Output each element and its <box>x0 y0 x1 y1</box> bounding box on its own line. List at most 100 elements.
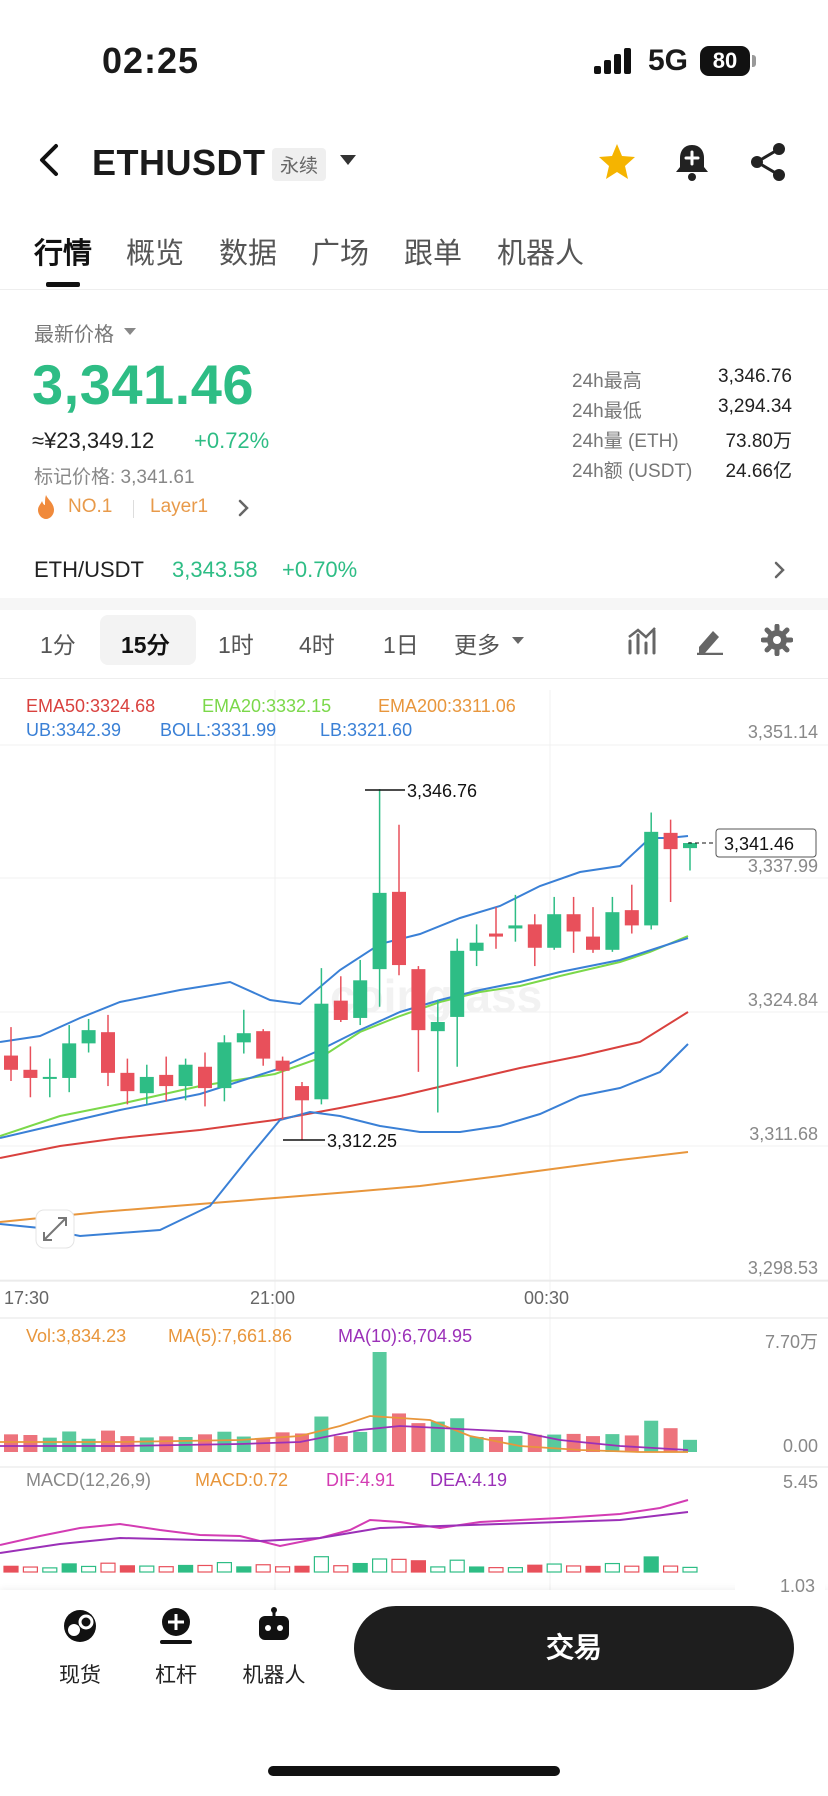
low-annotation: 3,312.25 <box>327 1131 397 1151</box>
kline-chart[interactable]: coinglass 3,346.76 3,312.25 3,341.46 <box>0 680 828 1680</box>
indicator-icon[interactable] <box>626 625 658 655</box>
stat-vol-value: 73.80万 <box>725 431 792 452</box>
macd-bar <box>352 1562 368 1573</box>
lb-legend: LB:3321.60 <box>320 720 413 740</box>
candle-body <box>683 843 697 849</box>
margin-nav-item[interactable]: 杠杆 <box>136 1606 216 1689</box>
tab-copy-trade[interactable]: 跟单 <box>404 238 463 270</box>
boll-mid-line <box>0 937 689 1139</box>
symbol-dropdown-icon[interactable] <box>340 155 356 165</box>
macd-bar <box>565 1565 582 1573</box>
candle-body <box>120 1072 135 1092</box>
macd-bar <box>410 1560 426 1573</box>
macd-bar <box>662 1565 679 1573</box>
timeframe-more[interactable]: 更多 <box>454 632 500 658</box>
candle-body <box>295 1086 309 1101</box>
home-indicator[interactable] <box>268 1766 560 1776</box>
volume-bar <box>372 1352 387 1452</box>
timeframe-1m[interactable]: 1分 <box>40 632 76 658</box>
volume-bar <box>392 1413 406 1452</box>
symbol-title[interactable]: ETHUSDT <box>92 142 266 183</box>
volume-bar <box>217 1431 232 1452</box>
tab-overview[interactable]: 概览 <box>126 238 185 270</box>
draw-pen-icon[interactable] <box>693 625 725 655</box>
timeframe-1h[interactable]: 1时 <box>218 632 254 658</box>
dif-line <box>0 1499 689 1548</box>
macd-bar <box>469 1566 485 1573</box>
timeframe-active-bg <box>100 615 196 665</box>
battery-cap <box>752 55 756 67</box>
candle-body <box>139 1076 154 1094</box>
network-label: 5G <box>648 44 689 77</box>
chevron-right-icon[interactable] <box>772 560 788 580</box>
macd-bar <box>158 1566 174 1573</box>
volume-bar <box>314 1416 329 1452</box>
spot-nav-item[interactable]: 现货 <box>40 1606 120 1689</box>
tab-bot[interactable]: 机器人 <box>497 238 585 270</box>
macd-bar <box>139 1565 155 1573</box>
dea-line <box>0 1511 689 1554</box>
stat-turnover-value: 24.66亿 <box>725 461 792 482</box>
candle-body <box>469 942 484 951</box>
macd-tick-clip: 1.03 <box>735 1578 825 1592</box>
star-icon[interactable] <box>595 140 639 184</box>
volume-bar <box>527 1434 542 1452</box>
bot-nav-item[interactable]: 机器人 <box>234 1606 314 1689</box>
timeframe-15m[interactable]: 15分 <box>121 632 170 658</box>
timeframe-1d[interactable]: 1日 <box>383 632 419 658</box>
volume-bar <box>4 1434 18 1452</box>
candle-body <box>450 950 465 1017</box>
macd-bar <box>22 1566 38 1573</box>
macd-bar <box>333 1565 349 1573</box>
share-icon[interactable] <box>746 140 790 184</box>
bell-plus-icon[interactable] <box>670 140 714 184</box>
ema50-line <box>0 1011 689 1159</box>
timeframe-4h[interactable]: 4时 <box>299 632 335 658</box>
margin-label: 杠杆 <box>155 1664 197 1687</box>
candle-body <box>644 831 659 926</box>
rank-tag[interactable]: NO.1 <box>68 496 113 517</box>
signal-icon <box>594 48 634 74</box>
macd-bar <box>488 1567 504 1573</box>
candle-body <box>547 914 562 948</box>
macd-bar <box>372 1558 388 1573</box>
expand-icon[interactable] <box>35 1209 75 1249</box>
volume-bar <box>605 1434 620 1452</box>
candle-body <box>586 936 600 950</box>
stat-turnover-label: 24h额 (USDT) <box>572 461 693 482</box>
divider <box>0 289 828 290</box>
candle-body <box>624 910 639 926</box>
caret-down-icon[interactable] <box>512 637 524 644</box>
candle-body <box>101 1032 115 1073</box>
bot-label: 机器人 <box>242 1664 306 1687</box>
spot-change[interactable]: +0.70% <box>282 557 358 582</box>
sector-tag[interactable]: Layer1 <box>150 496 209 517</box>
candle-body <box>527 924 542 948</box>
volume-bar <box>120 1436 135 1452</box>
last-price: 3,341.46 <box>32 353 254 416</box>
settings-gear-icon[interactable] <box>761 624 793 656</box>
tab-data[interactable]: 数据 <box>219 238 278 270</box>
macd-bar <box>255 1564 271 1573</box>
macd-bar <box>546 1563 562 1573</box>
status-time: 02:25 <box>102 40 200 81</box>
candle-body <box>392 891 406 966</box>
tab-square[interactable]: 广场 <box>311 238 370 270</box>
caret-down-icon[interactable] <box>124 328 136 335</box>
high-annotation: 3,346.76 <box>407 781 477 801</box>
latest-price-label[interactable]: 最新价格 <box>34 324 114 346</box>
volume-bar <box>683 1439 697 1452</box>
tab-market[interactable]: 行情 <box>34 238 93 270</box>
spot-price[interactable]: 3,343.58 <box>172 557 258 582</box>
stat-low-label: 24h最低 <box>572 401 642 422</box>
chevron-right-icon[interactable] <box>236 498 252 518</box>
spot-pair[interactable]: ETH/USDT <box>34 557 144 582</box>
trade-button[interactable]: 交易 <box>354 1606 794 1690</box>
candle-body <box>159 1074 174 1087</box>
candle-body <box>198 1066 212 1089</box>
macd-bar <box>449 1559 465 1573</box>
candle-body <box>217 1042 232 1089</box>
back-arrow-icon[interactable] <box>30 140 70 180</box>
volume-bar <box>23 1435 38 1452</box>
volume-bar <box>489 1436 503 1452</box>
